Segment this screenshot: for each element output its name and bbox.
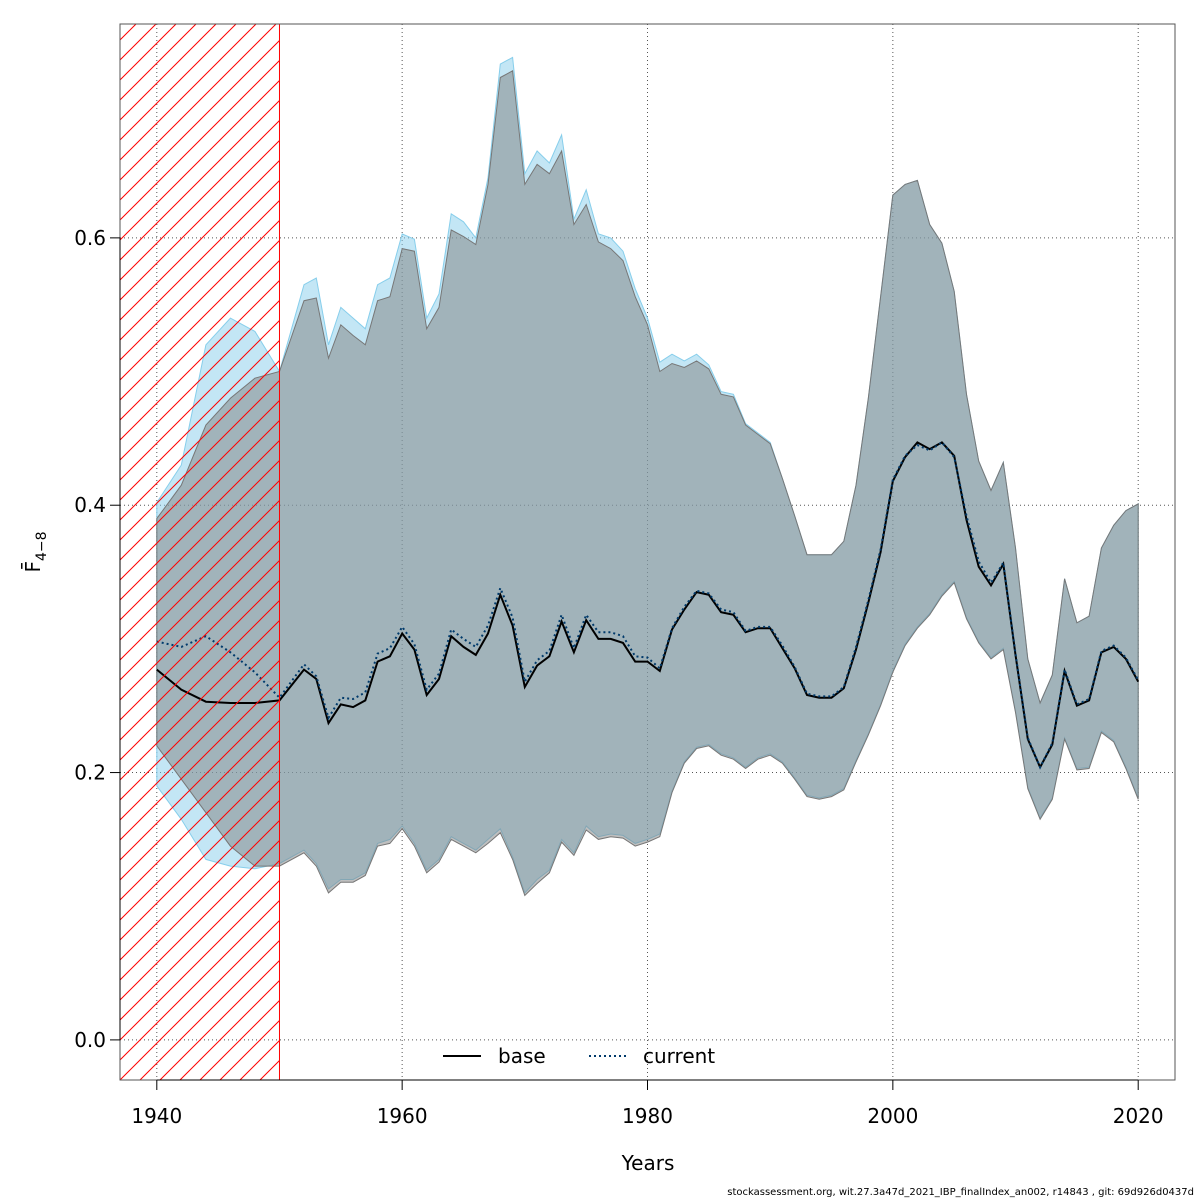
hatched-rect xyxy=(119,23,280,1081)
legend-base-label: base xyxy=(498,1044,546,1068)
series-lines xyxy=(156,441,1140,770)
x-axis: 1940 1960 1980 2000 2020 xyxy=(131,1079,1164,1128)
x-tick-label-1: 1960 xyxy=(377,1104,428,1128)
confidence-bands xyxy=(156,56,1139,897)
line-current xyxy=(156,441,1140,770)
legend: base current xyxy=(443,1044,715,1068)
x-tick-label-4: 2020 xyxy=(1113,1104,1164,1128)
footer-note: stockassessment.org, wit.27.3a47d_2021_I… xyxy=(727,1187,1194,1198)
legend-current-label: current xyxy=(643,1044,715,1068)
band-base xyxy=(156,70,1139,897)
y-label-symbol: F̄ xyxy=(20,561,45,573)
y-axis-label: F̄4−8 xyxy=(20,531,50,572)
x-tick-label-3: 2000 xyxy=(867,1104,918,1128)
y-axis-label-text: F̄4−8 xyxy=(20,531,50,572)
y-tick-label-2: 0.4 xyxy=(74,493,106,517)
x-tick-label-0: 1940 xyxy=(131,1104,182,1128)
y-tick-label-3: 0.6 xyxy=(74,226,106,250)
x-axis-label: Years xyxy=(621,1151,675,1175)
y-tick-label-1: 0.2 xyxy=(74,761,106,785)
hatched-region xyxy=(119,23,280,1081)
x-tick-label-2: 1980 xyxy=(622,1104,673,1128)
line-base xyxy=(156,441,1140,770)
y-tick-label-0: 0.0 xyxy=(74,1028,106,1052)
y-axis: 0.0 0.2 0.4 0.6 xyxy=(74,226,121,1052)
y-label-subscript: 4−8 xyxy=(34,531,50,561)
